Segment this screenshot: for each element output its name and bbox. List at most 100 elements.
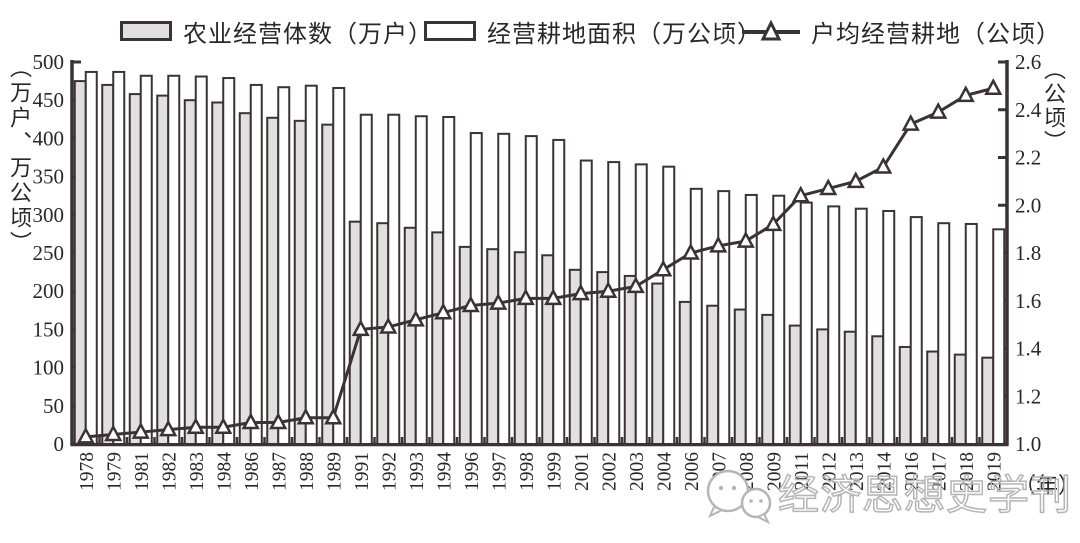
triangle-marker [324,407,343,425]
x-tick-label: 2004 [654,452,675,491]
x-tick-label: 1999 [544,452,565,491]
bar-entities [513,251,527,445]
bar-land-area [167,74,181,445]
x-tick-label: 2002 [599,452,620,491]
x-axis-title: （年） [1014,473,1080,498]
left-tick-label: 150 [33,317,65,341]
bar-entities [926,350,940,445]
bar-land-area [579,159,593,445]
bar-entities [403,226,417,445]
right-tick-label: 2.0 [1015,193,1041,217]
x-tick-label: 2011 [792,452,813,490]
bar-entities [678,300,692,445]
triangle-line-swatch-icon [742,19,800,41]
left-tick-label: 400 [33,126,65,150]
x-tick-label: 1994 [434,452,455,491]
bar-land-area [854,207,868,445]
left-tick-label: 200 [33,279,65,303]
bar-land-area [524,135,538,445]
right-tick-label: 1.8 [1015,241,1041,265]
x-tick-label: 2018 [957,452,978,491]
left-tick-label: 100 [33,356,65,380]
right-tick-label: 1.2 [1015,384,1041,408]
bar-entities [623,274,637,446]
x-tick-label: 1989 [324,452,345,491]
triangle-marker [544,288,563,306]
x-tick-label: 1982 [159,452,180,491]
bar-land-area [414,115,428,446]
triangle-marker [764,214,783,232]
left-tick-label: 50 [43,394,64,418]
bar-entities [458,245,472,445]
bar-land-area [827,205,841,445]
bar-entities [128,93,142,445]
x-tick-label: 2009 [764,452,785,491]
x-tick-label: 1978 [77,452,98,491]
x-tick-label: 1996 [462,452,483,491]
triangle-marker [214,417,233,435]
legend-label: 经营耕地面积（万公顷） [487,21,762,48]
right-tick-label: 1.4 [1015,337,1042,361]
x-tick-label: 1986 [242,452,263,491]
triangle-marker [104,424,123,442]
bar-land-area [717,190,731,445]
bar-land-area [249,83,263,445]
x-tick-label: 2003 [627,452,648,491]
bar-land-area [992,228,1006,445]
bar-land-area [662,165,676,445]
right-tick-label: 2.2 [1015,146,1041,170]
triangle-marker [516,288,535,306]
left-tick-label: 300 [33,203,65,227]
x-tick-label: 1998 [517,452,538,491]
bar-land-area [304,84,318,446]
x-tick-label: 1983 [187,452,208,491]
bar-land-area [882,209,896,445]
bar-entities [981,356,995,445]
bar-land-area [964,222,978,445]
x-tick-label: 2006 [682,452,703,491]
x-tick-label: 1993 [407,452,428,491]
triangle-marker [351,319,370,337]
bar-entities [816,328,830,445]
bar-entities [788,324,802,445]
x-tick-label: 2007 [709,452,730,491]
triangle-marker [131,421,150,439]
triangle-marker [406,309,425,327]
bar-land-area [799,201,813,445]
triangle-marker [681,242,700,260]
x-tick-label: 2014 [874,452,895,491]
bar-entities [183,99,197,445]
triangle-marker [241,412,260,430]
bar-entities [871,335,885,445]
left-tick-label: 450 [33,88,65,112]
right-tick-label: 1.6 [1015,289,1041,313]
x-tick-label: 1988 [297,452,318,491]
bar-entities [953,353,967,445]
left-tick-label: 250 [33,241,65,265]
bar-land-area [332,86,346,445]
white-bar-swatch-icon [424,21,476,41]
gray-bar-swatch-icon [120,21,172,41]
bar-land-area [194,75,208,446]
triangle-marker [791,185,810,203]
triangle-marker [269,412,288,430]
triangle-marker [709,235,728,253]
trend-line [85,86,994,439]
bar-entities [486,248,500,445]
triangle-marker [599,281,618,298]
x-tick-label: 2017 [929,452,950,491]
bar-entities [898,345,912,445]
triangle-marker [571,283,590,301]
x-tick-label: 2016 [902,452,923,491]
bar-entities [101,83,115,445]
left-tick-label: 0 [54,432,65,456]
bar-land-area [387,113,401,445]
bar-land-area [222,77,236,445]
triangle-marker [819,178,838,196]
bar-entities [651,282,665,445]
bar-entities [156,94,170,445]
x-tick-label: 2012 [819,452,840,491]
right-axis-title: （公顷） [1041,58,1066,154]
triangle-marker [626,276,645,294]
bar-land-area [937,222,951,445]
